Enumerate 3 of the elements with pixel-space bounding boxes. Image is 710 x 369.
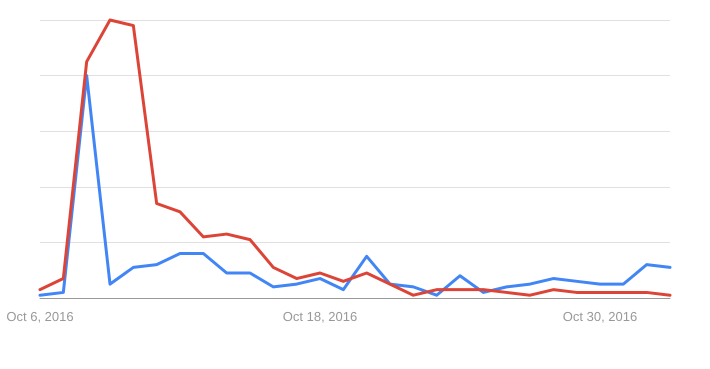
x-tick-label: Oct 6, 2016 [6,309,74,324]
x-tick-label: Oct 18, 2016 [282,309,358,324]
x-tick-label: Oct 30, 2016 [562,309,638,324]
